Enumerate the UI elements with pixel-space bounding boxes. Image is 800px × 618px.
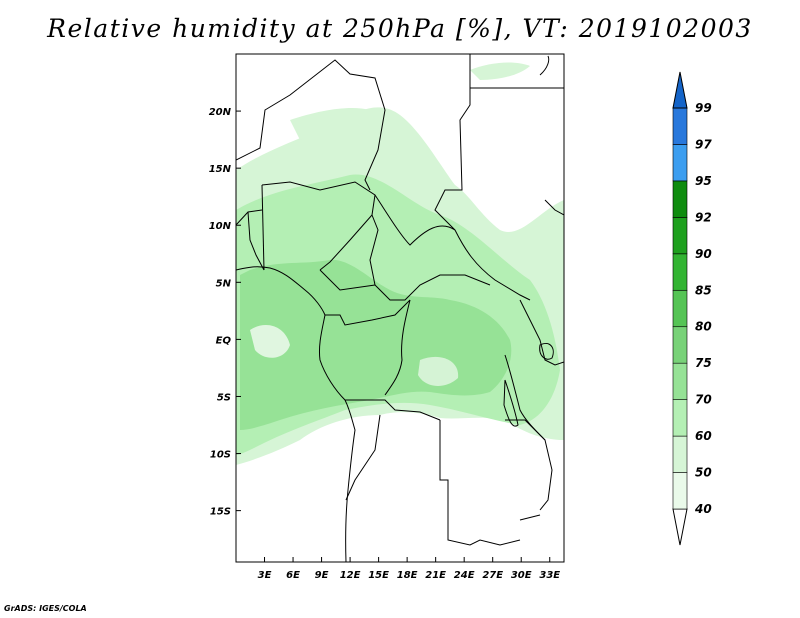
colorbar-label: 97 [695,137,712,151]
colorbar-segment [672,326,688,364]
colorbar-bottom-arrow [672,508,688,546]
lat-tick-label: 5N [216,278,232,289]
colorbar-label: 92 [695,210,712,224]
lon-tick-label: 24E [454,570,475,581]
colorbar-label: 50 [695,466,712,480]
country-borders [236,54,564,562]
lat-tick-label: 15S [210,507,231,518]
lon-tick-label: 21E [425,570,446,581]
lat-tick-label: 10S [210,450,231,461]
colorbar-label: 85 [695,283,712,297]
colorbar-segment [672,107,688,145]
colorbar-label: 75 [695,356,712,370]
longitude-axis: 3E 6E 9E 12E 15E 18E 21E 24E 27E 30E 33E [258,557,560,581]
map-title: Relative humidity at 250hPa [%], VT: 201… [47,14,753,43]
lon-tick-label: 12E [340,570,361,581]
colorbar-label: 80 [695,320,712,334]
colorbar-label: 60 [695,429,712,443]
lon-tick-label: 9E [315,570,329,581]
lon-tick-label: 30E [511,570,532,581]
colorbar-top-arrow [672,71,688,109]
lon-tick-label: 27E [482,570,503,581]
colorbar-label: 70 [695,393,712,407]
colorbar-segment [672,180,688,218]
lon-tick-label: 18E [397,570,418,581]
lat-tick-label: 10N [209,221,232,232]
colorbar-segment [672,362,688,400]
lat-tick-label: 15N [209,164,232,175]
latitude-axis: 20N 15N 10N 5N EQ 5S 10S 15S [209,107,241,518]
colorbar-label: 90 [695,247,712,261]
lat-tick-label: 20N [209,107,232,118]
colorbar: 99 97 95 92 90 85 80 75 70 60 50 40 [672,71,712,546]
colorbar-segment [672,435,688,473]
colorbar-segment [672,217,688,255]
lat-tick-label: 5S [217,392,231,403]
colorbar-segment [672,399,688,437]
colorbar-segment [672,253,688,291]
colorbar-label: 40 [694,502,712,516]
humidity-shading [236,62,564,465]
lon-tick-label: 3E [258,570,272,581]
colorbar-label: 95 [695,174,712,188]
map-frame [235,53,565,563]
lon-tick-label: 15E [368,570,389,581]
lat-tick-label: EQ [216,335,232,346]
colorbar-segment [672,289,688,328]
colorbar-label: 99 [695,101,712,115]
lon-tick-label: 33E [539,570,560,581]
colorbar-segment [672,144,688,182]
colorbar-segment [672,472,688,510]
credit-text: GrADS: IGES/COLA [4,604,87,613]
lon-tick-label: 6E [286,570,300,581]
